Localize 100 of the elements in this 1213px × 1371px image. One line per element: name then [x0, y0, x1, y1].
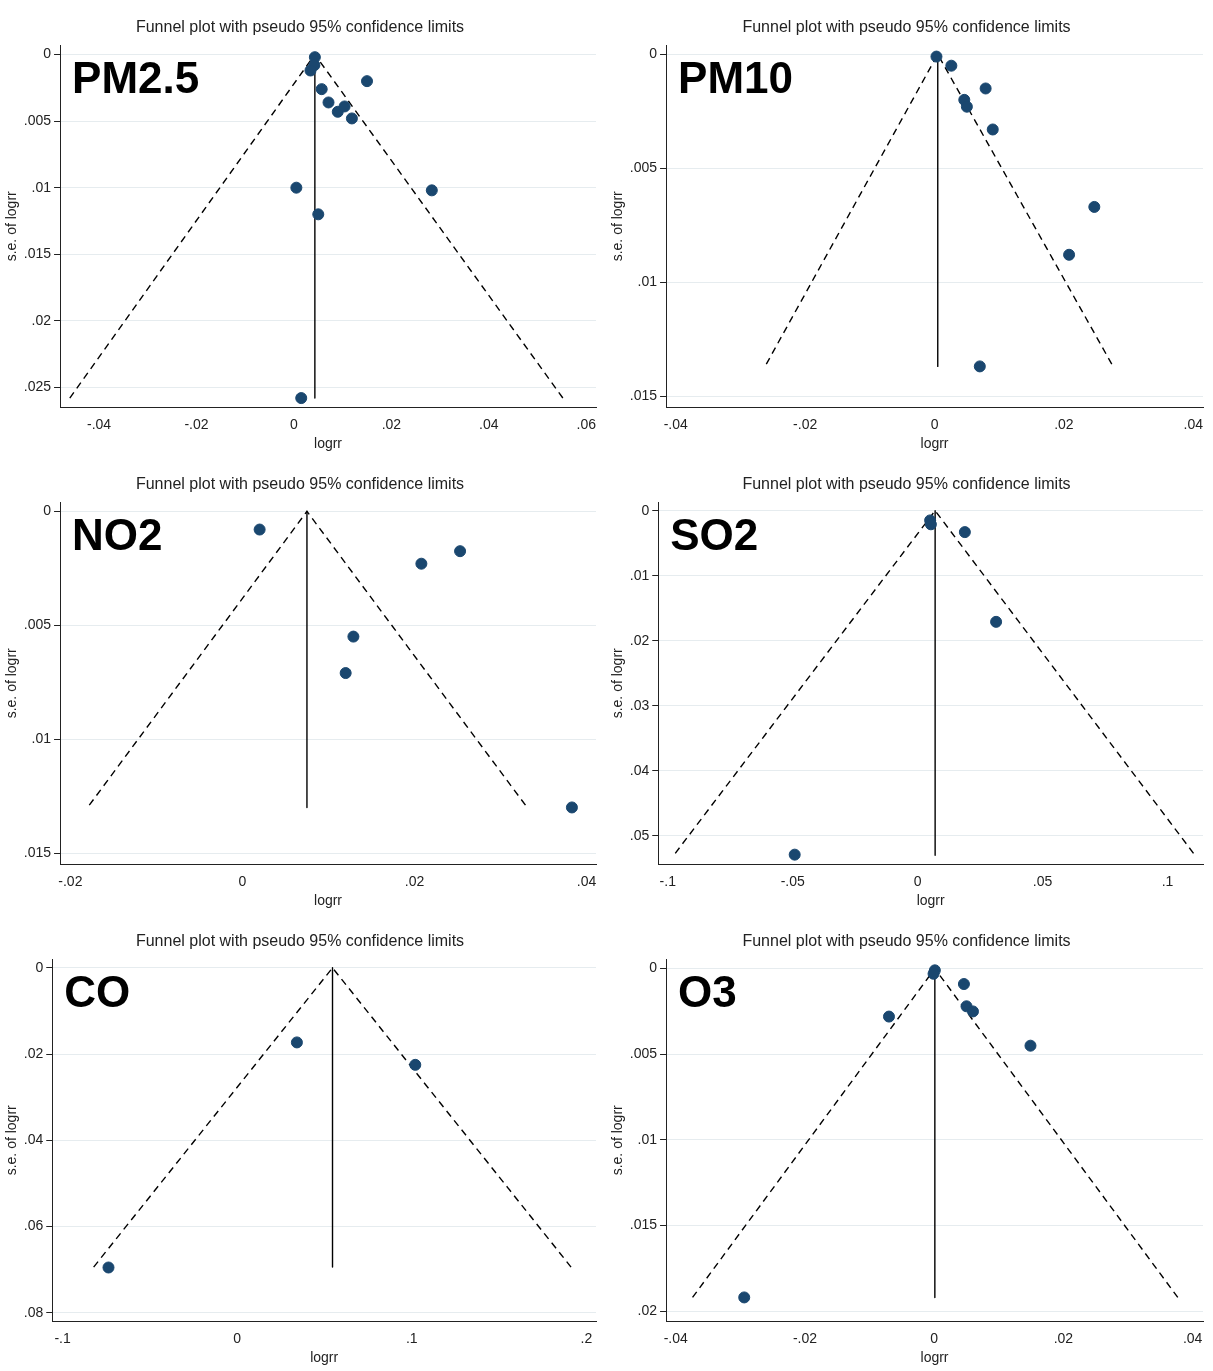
chart-title: Funnel plot with pseudo 95% confidence limits: [135, 18, 465, 36]
annotation: NO2: [72, 510, 163, 560]
x-axis-title: logrr: [920, 435, 949, 452]
point: [361, 75, 373, 88]
y-tick-label: .01: [637, 1130, 658, 1147]
x-tick-label: .02: [1054, 415, 1074, 432]
point: [958, 526, 971, 539]
point: [454, 545, 467, 558]
point: [295, 392, 308, 405]
point: [986, 123, 999, 136]
chart-title: Funnel plot with pseudo 95% confidence limits: [135, 475, 465, 493]
point: [253, 523, 266, 536]
x-tick-label: .1: [1161, 872, 1174, 889]
point: [882, 1010, 895, 1023]
x-tick-label: .04: [576, 872, 597, 889]
y-tick-label: .02: [637, 1301, 658, 1318]
x-tick-label: -.05: [780, 872, 805, 889]
point: [1024, 1039, 1037, 1052]
point: [738, 1291, 751, 1304]
x-tick-label: -.04: [663, 415, 689, 432]
chart-title: Funnel plot with pseudo 95% confidence limits: [742, 475, 1071, 493]
y-tick-label: .01: [31, 729, 52, 746]
y-tick-label: .015: [629, 386, 658, 403]
x-tick-label: .02: [404, 872, 425, 889]
y-tick-label: .005: [23, 616, 52, 633]
point: [338, 100, 351, 113]
x-tick-label: .02: [381, 415, 402, 432]
annotation: O3: [678, 967, 737, 1017]
y-tick-label: 0: [43, 45, 52, 62]
chart-title: Funnel plot with pseudo 95% confidence limits: [742, 932, 1071, 950]
x-tick-label: -.1: [659, 872, 677, 889]
annotation: SO2: [670, 510, 759, 560]
x-tick-label: .04: [479, 415, 499, 432]
y-axis-title: s.e. of logrr: [609, 647, 626, 719]
y-tick-label: .01: [629, 566, 650, 583]
point: [1063, 248, 1076, 261]
point: [409, 1058, 422, 1071]
point: [102, 1261, 115, 1274]
point: [973, 360, 986, 373]
y-tick-label: .02: [629, 631, 650, 648]
chart-title: Funnel plot with pseudo 95% confidence limits: [135, 932, 465, 950]
y-tick-label: .05: [629, 826, 650, 843]
x-tick-label: -.02: [58, 872, 83, 889]
y-tick-label: .08: [23, 1303, 44, 1320]
x-tick-label: 0: [233, 1329, 242, 1346]
y-tick-label: 0: [649, 45, 658, 62]
point: [957, 978, 970, 991]
y-tick-label: .005: [629, 159, 658, 176]
y-tick-label: .03: [629, 696, 650, 713]
y-tick-label: 0: [43, 502, 52, 519]
y-tick-label: 0: [641, 501, 650, 518]
y-tick-label: .02: [31, 311, 52, 328]
point: [979, 82, 992, 95]
x-axis-title: logrr: [314, 435, 343, 452]
annotation: CO: [64, 967, 131, 1017]
y-tick-label: .06: [23, 1217, 44, 1234]
y-tick-label: .01: [637, 272, 658, 289]
y-tick-label: .015: [629, 1216, 658, 1233]
y-tick-label: .025: [23, 378, 52, 395]
point: [345, 112, 358, 125]
point: [415, 557, 428, 570]
x-tick-label: .04: [1183, 415, 1204, 432]
y-tick-label: 0: [649, 959, 658, 976]
point: [930, 50, 943, 63]
point: [290, 181, 303, 194]
point: [945, 59, 958, 72]
x-axis-title: logrr: [310, 1349, 339, 1366]
x-axis-title: logrr: [314, 892, 343, 909]
point: [565, 801, 578, 814]
x-tick-label: -.04: [86, 415, 112, 432]
y-tick-label: .005: [629, 1045, 658, 1062]
chart-title: Funnel plot with pseudo 95% confidence limits: [742, 18, 1071, 36]
x-tick-label: -.02: [793, 415, 818, 432]
x-tick-label: -.04: [663, 1329, 689, 1346]
y-tick-label: .005: [23, 111, 52, 128]
y-axis-title: s.e. of logrr: [3, 190, 20, 262]
x-tick-label: 0: [290, 415, 299, 432]
point: [990, 615, 1003, 628]
y-tick-label: .01: [31, 178, 52, 195]
y-axis-title: s.e. of logrr: [3, 647, 20, 719]
x-tick-label: .05: [1032, 872, 1053, 889]
point: [290, 1036, 303, 1049]
point: [1088, 200, 1101, 213]
x-tick-label: .2: [580, 1329, 593, 1346]
x-axis-title: logrr: [916, 892, 945, 909]
x-tick-label: .04: [1182, 1329, 1203, 1346]
y-axis-title: s.e. of logrr: [609, 1104, 626, 1176]
x-tick-label: 0: [930, 1329, 939, 1346]
annotation: PM2.5: [72, 53, 200, 103]
point: [788, 848, 801, 861]
y-tick-label: 0: [35, 958, 44, 975]
point: [425, 184, 438, 197]
x-tick-label: 0: [238, 872, 247, 889]
x-tick-label: .1: [405, 1329, 418, 1346]
y-axis-title: s.e. of logrr: [3, 1104, 20, 1176]
point: [315, 83, 328, 96]
y-tick-label: .04: [23, 1131, 44, 1148]
point: [304, 64, 317, 77]
x-tick-label: -.02: [184, 415, 209, 432]
point: [966, 1005, 979, 1018]
